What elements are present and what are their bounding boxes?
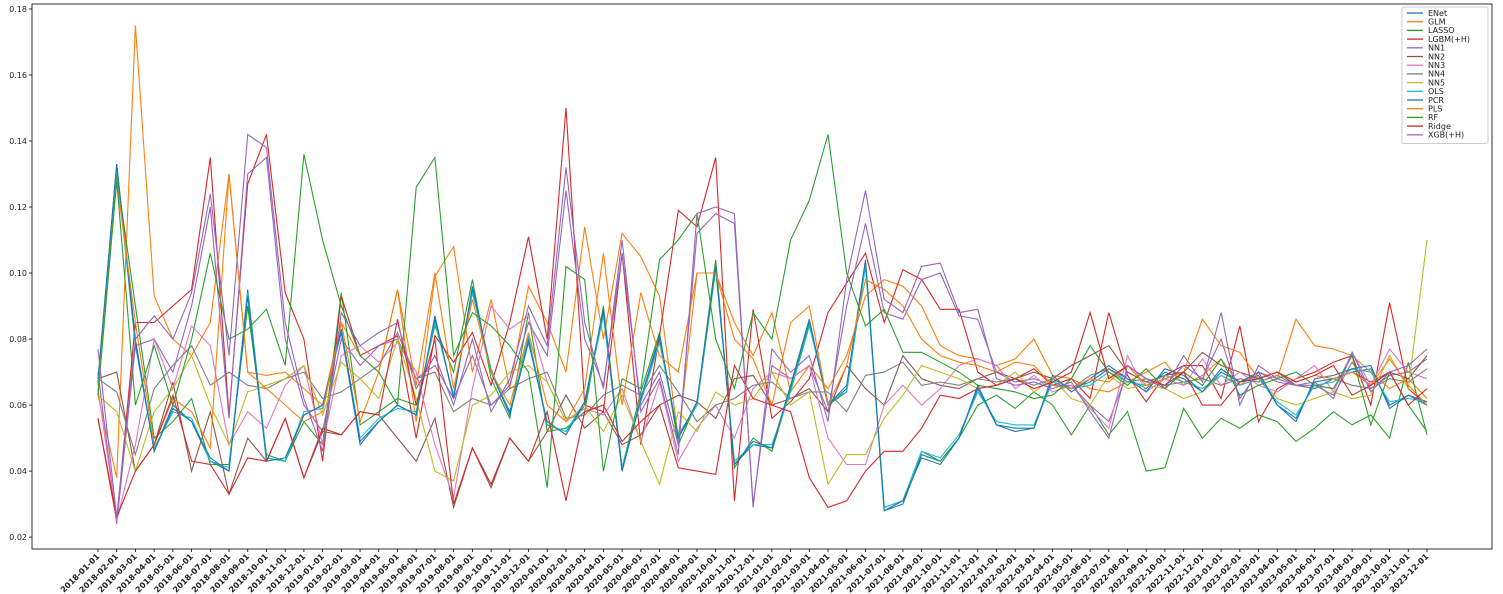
legend-label: PCR — [1428, 96, 1444, 105]
legend-label: ENet — [1428, 9, 1447, 18]
legend-label: OLS — [1428, 87, 1444, 96]
legend-label: NN1 — [1428, 44, 1445, 53]
y-tick-label: 0.16 — [9, 71, 27, 80]
legend-label: NN3 — [1428, 61, 1445, 70]
series-line — [97, 310, 1428, 520]
series-line — [97, 134, 1428, 488]
legend-label: NN2 — [1428, 52, 1445, 61]
y-tick-label: 0.14 — [9, 137, 27, 146]
series-line — [97, 344, 1428, 510]
legend-label: LGBM(+H) — [1428, 35, 1470, 44]
legend-box — [1401, 6, 1489, 144]
series-line — [97, 304, 1428, 521]
legend-label: XGB(+H) — [1428, 131, 1464, 140]
series-line — [97, 156, 1428, 524]
y-tick-label: 0.18 — [9, 5, 27, 14]
y-tick-label: 0.02 — [9, 533, 27, 542]
y-tick-label: 0.12 — [9, 203, 27, 212]
legend-label: PLS — [1428, 105, 1442, 114]
legend-label: LASSO — [1428, 26, 1455, 35]
y-tick-label: 0.06 — [9, 401, 27, 410]
series-line — [97, 25, 1428, 478]
legend-label: NN4 — [1428, 70, 1445, 79]
series-line — [97, 173, 1428, 451]
legend-label: NN5 — [1428, 78, 1445, 87]
legend-label: Ridge — [1428, 122, 1451, 131]
plot-frame — [31, 3, 1493, 550]
legend-label: RF — [1428, 113, 1439, 122]
y-tick-label: 0.08 — [9, 335, 27, 344]
series-line — [97, 331, 1428, 457]
legend-label: GLM — [1428, 18, 1446, 27]
y-tick-label: 0.10 — [9, 269, 27, 278]
series-line — [97, 164, 1428, 512]
y-tick-label: 0.04 — [9, 467, 27, 476]
series-line — [97, 133, 1428, 518]
